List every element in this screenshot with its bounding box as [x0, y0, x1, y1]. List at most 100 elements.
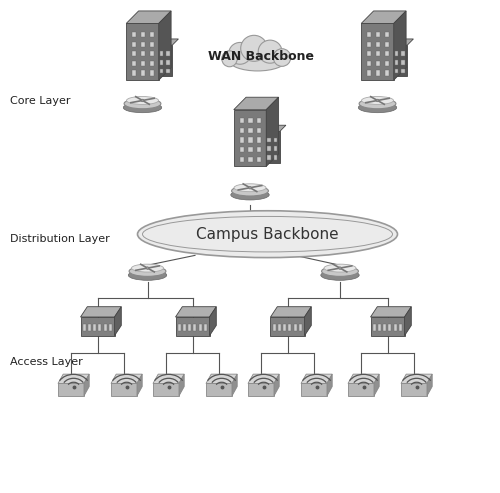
Polygon shape	[394, 11, 406, 80]
FancyBboxPatch shape	[257, 118, 262, 123]
Polygon shape	[126, 24, 159, 80]
Circle shape	[141, 99, 144, 102]
Ellipse shape	[231, 190, 269, 200]
FancyBboxPatch shape	[388, 324, 392, 331]
Polygon shape	[234, 97, 278, 110]
FancyBboxPatch shape	[166, 51, 170, 56]
FancyBboxPatch shape	[376, 61, 380, 66]
Ellipse shape	[128, 270, 166, 281]
Polygon shape	[401, 384, 427, 396]
FancyBboxPatch shape	[150, 41, 154, 47]
FancyBboxPatch shape	[198, 324, 202, 331]
FancyBboxPatch shape	[257, 138, 262, 142]
Text: WAN Backbone: WAN Backbone	[208, 50, 314, 63]
Polygon shape	[58, 384, 84, 396]
FancyBboxPatch shape	[248, 157, 252, 162]
FancyBboxPatch shape	[257, 147, 262, 152]
Polygon shape	[234, 110, 266, 167]
FancyBboxPatch shape	[141, 51, 145, 56]
FancyBboxPatch shape	[383, 324, 386, 331]
Circle shape	[146, 267, 149, 269]
FancyBboxPatch shape	[372, 324, 376, 331]
Polygon shape	[327, 374, 332, 396]
Polygon shape	[80, 307, 122, 317]
Polygon shape	[158, 45, 172, 76]
FancyBboxPatch shape	[395, 60, 398, 65]
FancyBboxPatch shape	[272, 324, 276, 331]
Polygon shape	[58, 374, 89, 384]
FancyBboxPatch shape	[104, 324, 106, 331]
Ellipse shape	[362, 97, 394, 105]
FancyBboxPatch shape	[384, 70, 389, 75]
FancyBboxPatch shape	[376, 32, 380, 37]
Polygon shape	[370, 317, 404, 336]
FancyBboxPatch shape	[367, 70, 372, 75]
FancyBboxPatch shape	[141, 41, 145, 47]
FancyBboxPatch shape	[93, 324, 96, 331]
FancyBboxPatch shape	[283, 324, 286, 331]
FancyBboxPatch shape	[402, 60, 404, 65]
FancyBboxPatch shape	[248, 138, 252, 142]
Ellipse shape	[132, 264, 164, 272]
FancyBboxPatch shape	[240, 147, 244, 152]
FancyBboxPatch shape	[367, 41, 372, 47]
Ellipse shape	[232, 186, 268, 196]
FancyBboxPatch shape	[183, 324, 186, 331]
Polygon shape	[159, 11, 171, 80]
FancyBboxPatch shape	[278, 324, 281, 331]
FancyBboxPatch shape	[240, 138, 244, 142]
FancyBboxPatch shape	[150, 61, 154, 66]
Polygon shape	[370, 307, 412, 317]
FancyBboxPatch shape	[376, 51, 380, 56]
Circle shape	[338, 267, 342, 269]
Polygon shape	[114, 307, 121, 336]
Polygon shape	[270, 317, 304, 336]
Text: Access Layer: Access Layer	[10, 357, 83, 367]
FancyBboxPatch shape	[132, 70, 136, 75]
FancyBboxPatch shape	[132, 32, 136, 37]
FancyBboxPatch shape	[257, 128, 262, 133]
FancyBboxPatch shape	[141, 32, 145, 37]
FancyBboxPatch shape	[268, 146, 270, 151]
Polygon shape	[266, 97, 278, 167]
FancyBboxPatch shape	[240, 157, 244, 162]
Polygon shape	[84, 374, 89, 396]
FancyBboxPatch shape	[367, 51, 372, 56]
FancyBboxPatch shape	[132, 41, 136, 47]
Polygon shape	[401, 374, 432, 384]
Polygon shape	[392, 39, 413, 45]
Text: Distribution Layer: Distribution Layer	[10, 234, 110, 244]
FancyBboxPatch shape	[268, 138, 270, 142]
Ellipse shape	[358, 103, 397, 113]
Text: Campus Backbone: Campus Backbone	[196, 227, 339, 242]
FancyBboxPatch shape	[82, 324, 86, 331]
Polygon shape	[404, 307, 411, 336]
FancyBboxPatch shape	[109, 324, 112, 331]
Ellipse shape	[258, 40, 282, 63]
FancyBboxPatch shape	[160, 69, 163, 73]
Polygon shape	[153, 384, 179, 396]
FancyBboxPatch shape	[367, 61, 372, 66]
FancyBboxPatch shape	[150, 51, 154, 56]
Polygon shape	[137, 374, 142, 396]
FancyBboxPatch shape	[166, 69, 170, 73]
FancyBboxPatch shape	[240, 128, 244, 133]
Circle shape	[248, 186, 252, 189]
FancyBboxPatch shape	[160, 60, 163, 65]
Polygon shape	[153, 374, 184, 384]
Ellipse shape	[138, 211, 398, 257]
FancyBboxPatch shape	[367, 32, 372, 37]
Ellipse shape	[324, 264, 356, 272]
Polygon shape	[348, 384, 374, 396]
Polygon shape	[427, 374, 432, 396]
Polygon shape	[265, 125, 286, 132]
Polygon shape	[126, 11, 171, 24]
FancyBboxPatch shape	[402, 51, 404, 56]
FancyBboxPatch shape	[98, 324, 102, 331]
Text: Core Layer: Core Layer	[10, 96, 70, 106]
Ellipse shape	[234, 184, 266, 192]
FancyBboxPatch shape	[399, 324, 402, 331]
Circle shape	[376, 99, 379, 102]
FancyBboxPatch shape	[294, 324, 296, 331]
FancyBboxPatch shape	[274, 146, 277, 151]
